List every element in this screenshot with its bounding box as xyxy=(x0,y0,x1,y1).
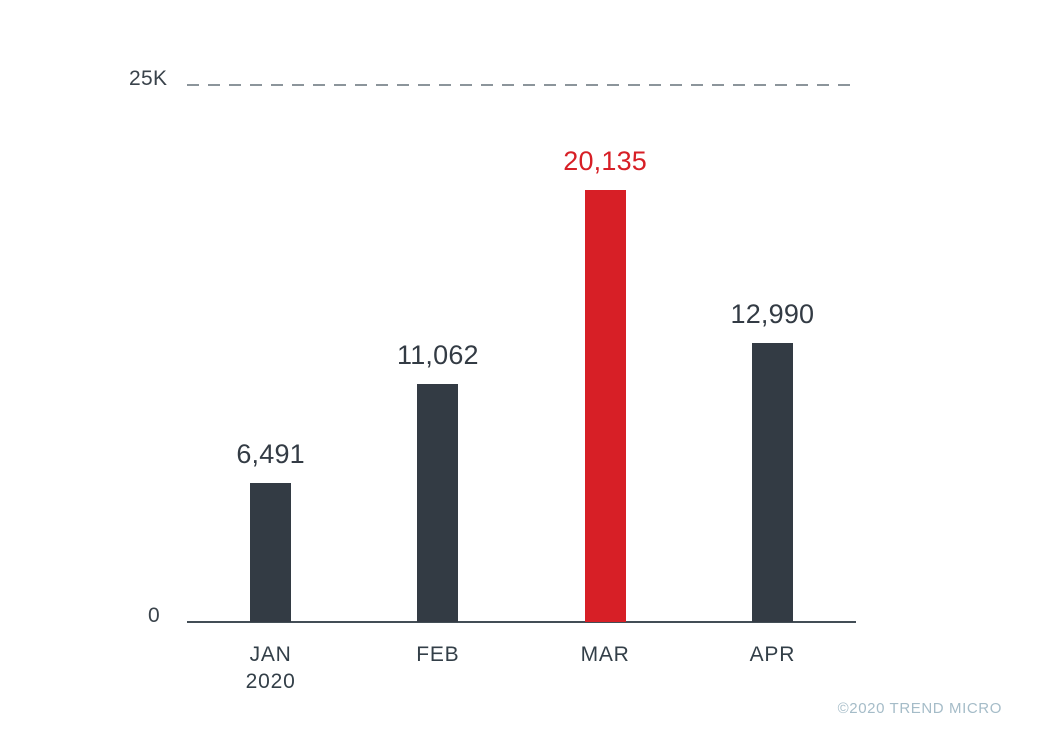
x-axis-label-feb: FEB xyxy=(416,643,460,666)
bar-value-mar: 20,135 xyxy=(563,146,648,176)
x-axis-baseline xyxy=(187,621,856,623)
bar-value-apr: 12,990 xyxy=(730,299,815,329)
gridline-25k-dashed xyxy=(187,84,856,86)
plot-area: 6,491 JAN 2020 11,062 FEB 20,135 MAR 12,990 APR xyxy=(187,84,856,693)
bar-value-feb: 11,062 xyxy=(396,340,479,370)
bar-mar xyxy=(584,190,626,622)
bar-feb xyxy=(417,384,459,622)
x-axis-label-apr: APR xyxy=(749,643,796,666)
y-axis-tick-25k: 25K xyxy=(129,67,168,90)
bar-value-jan: 6,491 xyxy=(236,439,305,469)
copyright-text: ©2020 TREND MICRO xyxy=(837,700,1002,717)
x-axis-label-jan: JAN 2020 xyxy=(245,643,296,693)
y-axis-tick-0: 0 xyxy=(148,604,160,627)
x-axis-label-mar: MAR xyxy=(580,643,630,666)
bar-jan xyxy=(250,483,292,622)
bar-apr xyxy=(751,343,793,622)
